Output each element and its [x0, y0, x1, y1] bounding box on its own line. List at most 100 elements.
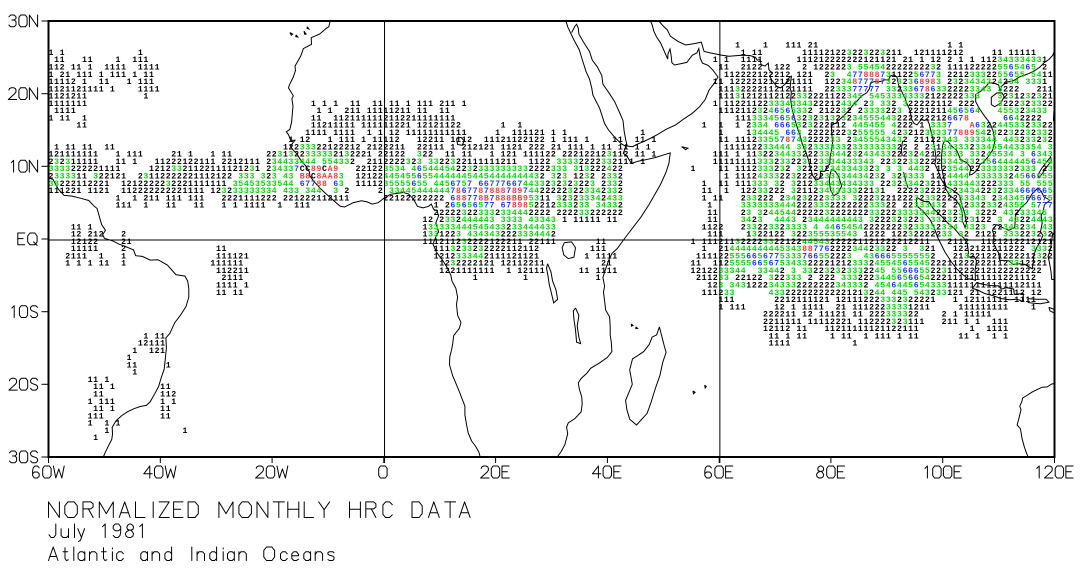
- svg-text:888: 888: [49, 71, 881, 80]
- svg-text:666: 666: [49, 267, 920, 276]
- svg-text:8 8 898: 8 8 898: [49, 78, 937, 87]
- svg-text:2111: 2111 1 1 1 2112 22122 22 2 222 222 22211…: [49, 274, 1037, 283]
- svg-text:6 66: 6 66: [49, 274, 920, 283]
- svg-text:6 6: 6 6: [49, 158, 1037, 167]
- svg-text:6 6: 6 6: [49, 64, 1031, 73]
- svg-text:6 6: 6 6 667 66: [49, 114, 1015, 123]
- svg-text:8: 8: [49, 85, 931, 94]
- svg-text:3 3: 3 3: [49, 318, 909, 327]
- svg-text:677 6 6 67: 677 6 6 67 7 66777667: [49, 180, 524, 189]
- svg-text:7 7: 7 7: [49, 136, 797, 145]
- svg-text:3 55454 3 55: 3 55454 3 55 54 5: [49, 64, 1037, 73]
- svg-text:77 7 677 6: 77 7 677 6: [49, 71, 1015, 80]
- svg-text:3 33333334 433 344 3: 3 33333334 433 344 3 33445444444 44 3 33…: [49, 187, 1054, 196]
- svg-text:6 6 6 77 67: 6 6 6 77 67 777: [49, 202, 1054, 211]
- svg-text:34333433: 34333433: [49, 56, 1043, 65]
- svg-text:A: A: [49, 122, 976, 131]
- svg-text:77777 67 6: 77777 67 6: [49, 85, 937, 94]
- svg-text:1 1 111 21: 1 1 111 21 1 1: [49, 42, 965, 51]
- svg-text:1121211 1: 1121211 1 111 1212112122 2221122 2122222…: [49, 93, 1054, 102]
- svg-text:222211 12 11121 11 222 22: 222211 12 11121 11 222 22 2 1 11111: [49, 311, 992, 320]
- svg-text:111 11: 111 11: [49, 412, 172, 421]
- svg-text:1 1 211 111 111 2221111222: 1 1 211 111 111 2221111222 221222112111 …: [49, 194, 998, 203]
- svg-text:333 3: 333 3: [49, 296, 909, 305]
- svg-text:66 677 766 666: 66 677 766 666: [49, 252, 892, 261]
- svg-text:3355 43 33 345554343: 3355 43 33 345554343 343 333344 443 33 3: [49, 136, 1048, 145]
- svg-text:33 3: 33 3 35453533544 3 35555 55 445 5 4433 3…: [49, 180, 1054, 189]
- svg-text:89 A9: 89 A9: [49, 165, 339, 174]
- svg-text:121111111 1 111 21 1 1: 121111111 1 111 21 1 1 11 22 1 22 21 222…: [49, 151, 987, 160]
- svg-text:776: 776: [49, 245, 831, 254]
- svg-text:11 11: 11 11 1112 22222222222121 2 2 121 21 122…: [49, 289, 1043, 298]
- svg-text:12111: 12111 1111 1: [49, 340, 858, 349]
- svg-text:1: 1: [49, 369, 138, 378]
- svg-text:1: 1: [49, 434, 99, 443]
- svg-text:3 3: 3 3 34433444 55433 3 3 33 3 3333 33 333 …: [49, 158, 1054, 167]
- svg-text:22222 22 2 2222 2222 22: 22222 22 2 2222 2222 222222 11 2 2 22222…: [49, 209, 1020, 218]
- svg-text:11 1: 11 1: [49, 361, 172, 370]
- svg-text:88: 88: [49, 180, 328, 189]
- svg-text:11 1 11: 11 1 11: [49, 383, 172, 392]
- svg-text:66 67 6: 66 67 6: [49, 260, 909, 269]
- svg-text:B8 8AA8: B8 8AA8: [49, 173, 339, 182]
- svg-text:34 3 3 3 3 3 34343 4: 34 3 3 3 3 3 34343 4 34 333: [49, 78, 1043, 87]
- svg-text:1 1: 1 1: [49, 427, 189, 436]
- svg-text:12122 21: 12122 21 1112112 2222122211 22111 11 1 1…: [49, 238, 1054, 247]
- svg-text:777 7 6: 777 7 6: [49, 78, 920, 87]
- svg-text:1111111: 1111111 1 1 1 11 11 11 1 111 211 1 1 112…: [49, 100, 1054, 109]
- svg-text:3: 3 5555 5 53433 333 45545 5545 33: [49, 260, 1020, 269]
- svg-text:2 11 22121 2 112222221112: 2 11 22121 2 112222221112122 2 C 12122 2…: [49, 173, 1015, 182]
- svg-text:11: 11 11211111 111111221 12121122 1 1 1 1 1…: [49, 122, 1054, 131]
- svg-text:33 3 434343 333444: 33 3 434343 333444 3 3 355535543 3 33 3 …: [49, 231, 1048, 240]
- svg-text:3 4 5 533 3 3333 3: 3 4 5 533 3 3333 3 45 5 4 4553 3433: [49, 107, 1048, 116]
- svg-text:3 33 345 545333: 3 33 345 5453334333 333 3 3 3 3: [49, 93, 1043, 102]
- svg-text:33 444443 3333 43343: 33 444443 3333 43343 34 3 4443 344444444…: [49, 216, 1054, 225]
- svg-text:88: 88: [49, 245, 814, 254]
- svg-text:1 111 12 1 1111 21 111222: 1 111 12 1 1111 21 111222 1211 111111111…: [49, 303, 1037, 312]
- svg-text:88 8B 888BB9: 88 8B 888BB9: [49, 194, 529, 203]
- svg-text:8: 8: [49, 136, 791, 145]
- svg-text:11 11 1 111: 11 11 1 111 1 1 1111 111212222222121121 …: [49, 56, 1048, 65]
- svg-text:33344 3344 3 33 3 3 333 45: 33344 3344 3 33 3 3 333 45 55 55 3: [49, 267, 948, 276]
- svg-text:33333444545433 33444433: 33333444545433 33444433 33 33 3333 4 44 …: [49, 223, 1054, 232]
- svg-text:333: 333 33444 33 333333 33333333 3 34333 334…: [49, 143, 1054, 152]
- svg-text:11 1: 11 1: [49, 376, 110, 385]
- svg-text:6: 6: [49, 151, 1037, 160]
- svg-text:53 3 3 3334 433: 53 3 3 3334 433 33 34 3 3333 3 3 3 33 33…: [49, 194, 1054, 203]
- svg-text:11 112: 11 112: [49, 391, 177, 400]
- svg-text:12 212 2: 12 212 2 1 122 222 2 111 1 22122 22 1222…: [49, 231, 1054, 240]
- svg-text:2111 1 1 111: 2111 1 1 111121 1212 2111121121 1 1111 1…: [49, 252, 1054, 261]
- svg-text:33343343 434 3 33 3: 33343343 434 3 33 3 3 3 33: [49, 100, 1043, 109]
- svg-text:111221 1121 112222222221111 1: 111221 1121 112222222221111 12 2 2 2 222…: [49, 187, 1004, 196]
- svg-text:3 333 33444 33: 3 333 33444 33 3 3 44544 3 33 3333344 3 …: [49, 209, 1048, 218]
- svg-text:898: 898: [49, 202, 529, 211]
- svg-text:1 1 1: 1 1 1: [49, 420, 122, 429]
- svg-text:334 53 3 445455 4: 334 53 3 445455 4 333 3 44533 33: [49, 122, 1043, 131]
- svg-text:12112 11 11211111121122111: 12112 11 11211111121122111 1 1111: [49, 325, 1009, 334]
- svg-text:66 7: 66 77: [49, 129, 959, 138]
- svg-text:112211: 112211 1221111111 1 12111 11 1111 12122 …: [49, 267, 1043, 276]
- svg-text:33 433 3 44: 33 433 3 44 445 543 33: [49, 289, 948, 298]
- svg-text:33 3 333 333 34: 33 3 333 333 3445 5 54: [49, 274, 931, 283]
- svg-text:222112221 12122222 2221111111: 222112221 12122222 2221111111 11112 2 2 …: [49, 180, 998, 189]
- svg-text:11 1: 11 1 1 2 1122 2 22 2 2222222 2 2 2 22 2: [49, 223, 1026, 232]
- svg-text:3 33 3: 3 33 3 4444444445343 344 33 3 3 333: [49, 245, 1048, 254]
- svg-text:1 21 111 1 111 1 11: 1 21 111 1 111 1 11 112222122212 121 2 1…: [49, 71, 1054, 80]
- svg-text:112 11 1 1111 1111: 112 11 1 1111 1111 11 2122 122 2 122222 …: [49, 64, 1048, 73]
- svg-text:33345 5 3 3 3 3 3 34555443: 33345 5 3 3 3 3 3 34555443 4: [49, 114, 1020, 123]
- svg-text:1121121111 1 1111: 1121121111 1 1111 111 2222112121111 22 2…: [49, 85, 1054, 94]
- svg-text:1 121: 1 121: [49, 347, 166, 356]
- svg-text:111 1 11 11 1 1 1111 1: 111 1 11 11 1 1 1111 1 111 1 2 2212 2 2 …: [49, 202, 1004, 211]
- svg-text:3 343 34333 34333 45: 3 343 34333 34333 454 445 54333: [49, 282, 948, 291]
- svg-text:8: 8: [49, 114, 970, 123]
- svg-text:34445 3 3 55555 4 3: 34445 3 3 55555 4 3 3333 54 3 3 3 33: [49, 129, 1048, 138]
- svg-text:3333: 3333: [49, 303, 909, 312]
- svg-text:3 3 33333 3 3: 3 3 33333 3 3 3 3 34433 33344 3 43433 3 …: [49, 151, 1054, 160]
- svg-text:889: 889: [49, 129, 976, 138]
- svg-text:1111 1111 1 1 12 11111111111: 1111 1111 1 1 12 11111111111 1 111121 1 …: [49, 129, 1054, 138]
- svg-text:6 77 7: 6 77 7 6667: [49, 194, 1048, 203]
- svg-text:1 111 1 1: 1 111 1 1: [49, 398, 177, 407]
- svg-text:33344: 33344 555 5 5333 55 3 43 5555555 3 3: [49, 252, 1043, 261]
- svg-text:1111: 1111 1 1 211 11111211 11 11 1112112 2 2 …: [49, 107, 1026, 116]
- svg-text:1 1 1: 1 1 1 1 11 11112122 22 22 211 121111212 …: [49, 49, 1037, 58]
